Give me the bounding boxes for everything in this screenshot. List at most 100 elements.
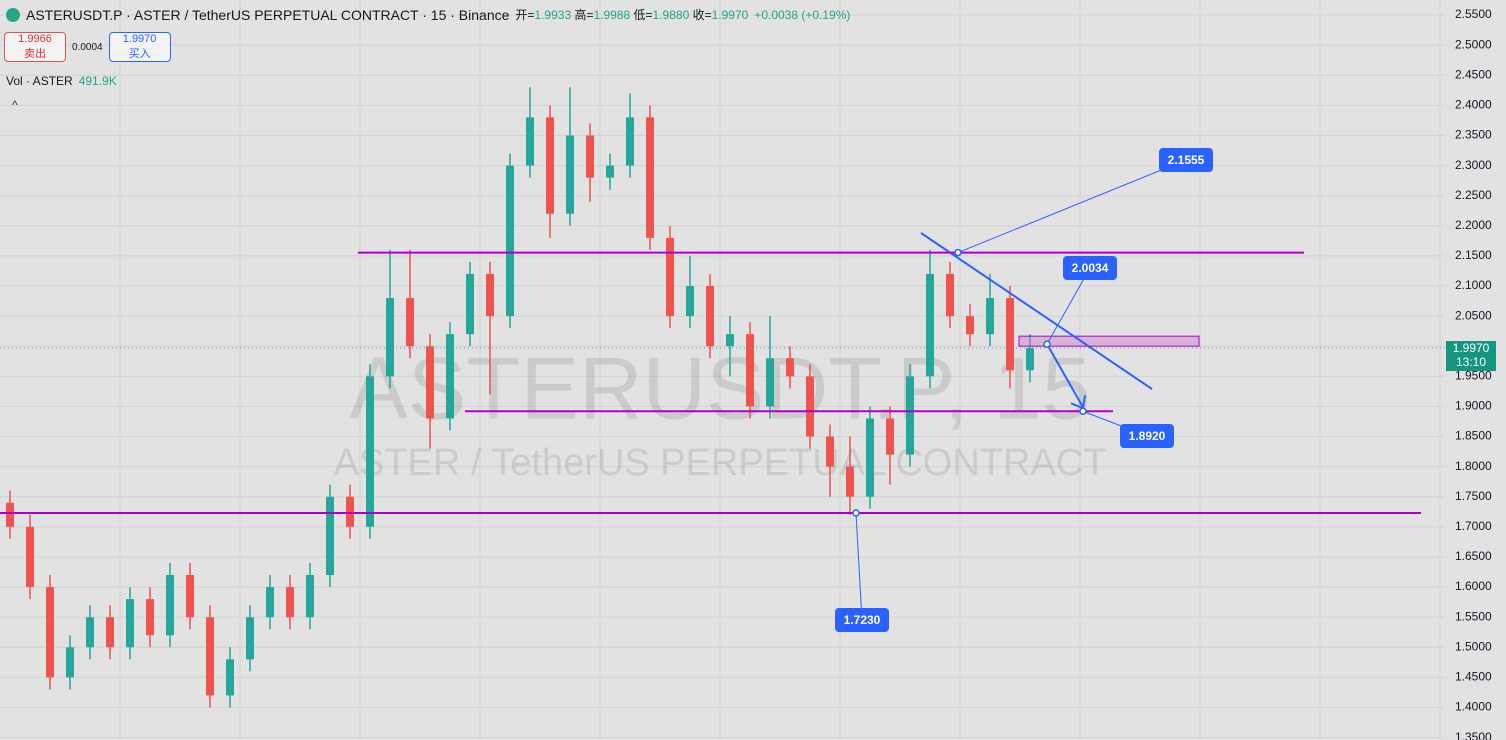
candle [426, 334, 434, 449]
candle [546, 105, 554, 238]
y-tick-label: 2.2500 [1455, 188, 1492, 202]
candle [126, 587, 134, 660]
low-label: 低= [633, 8, 653, 22]
candle [206, 605, 214, 708]
candle [506, 153, 514, 329]
price-zone [1018, 335, 1200, 347]
candle-body [366, 376, 374, 527]
candle-body [526, 117, 534, 166]
y-tick-label: 2.5500 [1455, 7, 1492, 21]
candle-body [346, 496, 354, 527]
candle-body [446, 334, 454, 419]
candle [6, 490, 14, 539]
trade-panel: 1.9966 卖出 0.0004 1.9970 买入 [4, 32, 171, 62]
volume-value: 491.9K [78, 74, 117, 88]
symbol-title[interactable]: ASTERUSDT.P · ASTER / TetherUS PERPETUAL… [26, 6, 510, 23]
y-tick-label: 2.3000 [1455, 158, 1492, 172]
candle-body [1006, 298, 1014, 371]
callout-label: 1.7230 [844, 613, 881, 627]
candle [466, 261, 474, 347]
callout-label: 2.0034 [1072, 261, 1109, 275]
sell-button[interactable]: 1.9966 卖出 [4, 32, 66, 62]
candle-body [706, 286, 714, 347]
high-value: 1.9988 [593, 8, 631, 22]
sell-price: 1.9966 [18, 33, 52, 45]
trend-line [920, 232, 1153, 390]
ohlc: 开=1.9933 高=1.9988 低=1.9880 收=1.9970 [515, 6, 748, 23]
candle [66, 635, 74, 690]
candle [686, 255, 694, 329]
open-value: 1.9933 [534, 8, 572, 22]
candle [166, 562, 174, 648]
candle-body [486, 273, 494, 317]
y-tick-label: 1.6500 [1455, 549, 1492, 563]
y-tick-label: 1.5000 [1455, 639, 1492, 653]
close-value: 1.9970 [711, 8, 749, 22]
level-point [852, 509, 860, 517]
candle-body [766, 358, 774, 407]
candle-body [906, 376, 914, 455]
candle-body [86, 617, 94, 648]
candle-body [746, 334, 754, 407]
y-tick-label: 1.8000 [1455, 459, 1492, 473]
candle-body [786, 358, 794, 377]
candle-body [6, 502, 14, 527]
candle [226, 647, 234, 708]
y-tick-label: 1.3500 [1455, 730, 1492, 740]
candle [806, 364, 814, 449]
y-tick-label: 2.1000 [1455, 278, 1492, 292]
callout-box [1159, 148, 1213, 172]
candle [766, 316, 774, 419]
candle [626, 93, 634, 178]
candle-body [286, 587, 294, 618]
candle [826, 424, 834, 497]
close-label: 收= [692, 8, 712, 22]
volume-legend: Vol · ASTER 491.9K [6, 74, 117, 88]
level-point [1043, 340, 1051, 348]
candle-body [206, 617, 214, 696]
candle [106, 605, 114, 660]
candle [906, 364, 914, 467]
y-tick-label: 2.4500 [1455, 67, 1492, 81]
candle [26, 514, 34, 600]
candle [986, 273, 994, 347]
candle-body [646, 117, 654, 238]
candle [246, 605, 254, 672]
candle-body [986, 298, 994, 335]
watermark-description: ASTER / TetherUS PERPETUAL CONTRACT [334, 442, 1107, 484]
callout-box [835, 608, 889, 632]
buy-button[interactable]: 1.9970 买入 [108, 32, 171, 62]
candle [486, 261, 494, 395]
candle-body [726, 334, 734, 347]
candle [306, 562, 314, 630]
candle-body [66, 647, 74, 678]
candle-body [686, 286, 694, 317]
candle-body [266, 587, 274, 618]
symbol-header: ASTERUSDT.P · ASTER / TetherUS PERPETUAL… [6, 6, 850, 23]
y-tick-label: 1.4500 [1455, 670, 1492, 684]
candle [446, 322, 454, 431]
candle-body [866, 418, 874, 497]
level-point [954, 248, 962, 257]
candle [346, 484, 354, 539]
candle-body [1026, 348, 1034, 371]
candle-body [186, 575, 194, 618]
candle-body [46, 587, 54, 678]
collapse-toggle[interactable]: ^ [12, 98, 18, 112]
y-tick-label: 1.9000 [1455, 399, 1492, 413]
y-tick-label: 2.5000 [1455, 37, 1492, 51]
watermark-symbol: ASTERUSDT.P, 15 [349, 338, 1091, 437]
callout-line [1046, 267, 1091, 345]
y-tick-label: 2.0500 [1455, 308, 1492, 322]
candle [926, 249, 934, 389]
candle-body [226, 659, 234, 696]
candle [1006, 286, 1014, 389]
buy-label: 买入 [128, 48, 151, 60]
projection-arrow [1046, 343, 1084, 408]
candle-body [126, 599, 134, 648]
spread: 0.0004 [72, 41, 103, 53]
candle [786, 346, 794, 389]
candle-body [826, 436, 834, 467]
candle-body [966, 316, 974, 335]
candle [666, 225, 674, 329]
